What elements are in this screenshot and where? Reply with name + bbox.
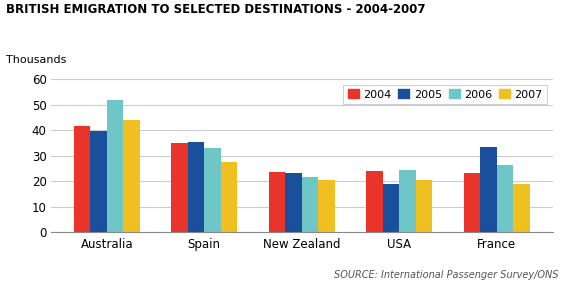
Bar: [171, 143, 188, 232]
Text: Thousands: Thousands: [6, 55, 66, 65]
Bar: [124, 120, 140, 232]
Bar: [382, 184, 399, 232]
Text: BRITISH EMIGRATION TO SELECTED DESTINATIONS - 2004-2007: BRITISH EMIGRATION TO SELECTED DESTINATI…: [6, 3, 425, 16]
Bar: [497, 165, 513, 232]
Bar: [221, 162, 237, 232]
Bar: [318, 180, 335, 232]
Bar: [399, 170, 416, 232]
Text: SOURCE: International Passenger Survey/ONS: SOURCE: International Passenger Survey/O…: [334, 270, 558, 280]
Bar: [464, 173, 480, 232]
Bar: [366, 171, 382, 232]
Bar: [480, 147, 497, 232]
Bar: [73, 127, 90, 232]
Bar: [416, 180, 433, 232]
Bar: [204, 148, 221, 232]
Bar: [513, 184, 530, 232]
Bar: [90, 131, 107, 232]
Bar: [268, 172, 285, 232]
Bar: [302, 177, 318, 232]
Bar: [285, 173, 302, 232]
Bar: [188, 142, 204, 232]
Legend: 2004, 2005, 2006, 2007: 2004, 2005, 2006, 2007: [343, 85, 547, 104]
Bar: [107, 100, 124, 232]
